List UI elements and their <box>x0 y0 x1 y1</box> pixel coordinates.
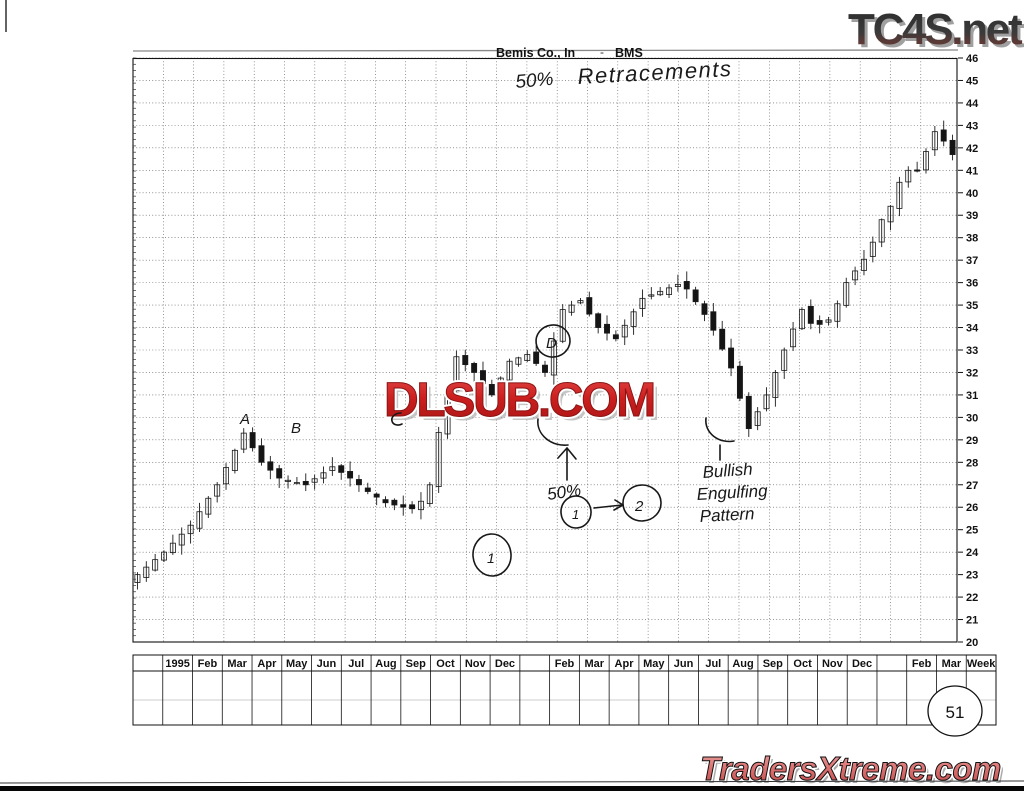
svg-text:Bullish: Bullish <box>702 460 753 482</box>
svg-text:27: 27 <box>966 480 978 492</box>
svg-text:43: 43 <box>966 120 978 132</box>
svg-text:May: May <box>643 658 665 670</box>
svg-text:44: 44 <box>966 98 979 110</box>
svg-text:Dec: Dec <box>852 658 872 670</box>
svg-text:D: D <box>546 335 557 352</box>
svg-text:28: 28 <box>966 457 978 469</box>
svg-text:25: 25 <box>966 525 978 537</box>
svg-text:Jul: Jul <box>705 658 721 670</box>
svg-text:Feb: Feb <box>555 658 575 670</box>
svg-text:A: A <box>239 411 250 428</box>
svg-text:2: 2 <box>634 498 644 515</box>
svg-text:Jun: Jun <box>674 658 694 670</box>
svg-text:Oct: Oct <box>793 658 812 670</box>
svg-text:May: May <box>286 658 308 670</box>
svg-text:Jul: Jul <box>348 658 364 670</box>
svg-text:Mar: Mar <box>942 658 962 670</box>
svg-text:1: 1 <box>487 550 495 566</box>
svg-text:Apr: Apr <box>615 658 635 670</box>
svg-text:DLSUB.COM: DLSUB.COM <box>384 374 654 427</box>
svg-text:21: 21 <box>966 615 978 627</box>
svg-text:24: 24 <box>966 547 979 559</box>
svg-text:38: 38 <box>966 233 978 245</box>
svg-text:29: 29 <box>966 435 978 447</box>
svg-text:Dec: Dec <box>495 658 515 670</box>
svg-text:42: 42 <box>966 143 978 155</box>
svg-text:Bemis Co., In: Bemis Co., In <box>496 46 575 60</box>
svg-text:Pattern: Pattern <box>699 504 755 526</box>
svg-text:B: B <box>291 420 301 437</box>
svg-text:33: 33 <box>966 345 978 357</box>
svg-text:Oct: Oct <box>436 658 455 670</box>
svg-text:Jun: Jun <box>317 658 337 670</box>
svg-text:Mar: Mar <box>584 658 604 670</box>
svg-text:Feb: Feb <box>198 658 218 670</box>
svg-text:35: 35 <box>966 300 978 312</box>
svg-text:26: 26 <box>966 502 978 514</box>
svg-text:39: 39 <box>966 210 978 222</box>
svg-text:41: 41 <box>966 165 978 177</box>
svg-text:46: 46 <box>966 53 978 65</box>
svg-text:Week: Week <box>967 658 996 670</box>
svg-text:30: 30 <box>966 412 978 424</box>
svg-text:Engulfing: Engulfing <box>696 481 768 504</box>
svg-text:22: 22 <box>966 592 978 604</box>
svg-text:Aug: Aug <box>375 658 396 670</box>
svg-text:45: 45 <box>966 75 978 87</box>
svg-text:34: 34 <box>966 323 979 335</box>
svg-text:1: 1 <box>572 507 579 522</box>
svg-text:TC4S.net: TC4S.net <box>848 5 1023 54</box>
svg-text:Sep: Sep <box>763 658 783 670</box>
svg-text:51: 51 <box>946 703 965 722</box>
svg-text:50%: 50% <box>515 69 555 93</box>
svg-text:37: 37 <box>966 255 978 267</box>
svg-text:Aug: Aug <box>732 658 753 670</box>
svg-text:23: 23 <box>966 570 978 582</box>
svg-text:Apr: Apr <box>257 658 277 670</box>
svg-text:36: 36 <box>966 278 978 290</box>
svg-text:32: 32 <box>966 367 978 379</box>
svg-text:40: 40 <box>966 188 978 200</box>
svg-text:20: 20 <box>966 637 978 649</box>
svg-text:-: - <box>600 45 604 59</box>
svg-text:Feb: Feb <box>912 658 932 670</box>
svg-text:Mar: Mar <box>227 658 247 670</box>
svg-text:BMS: BMS <box>615 46 643 60</box>
svg-text:Sep: Sep <box>406 658 426 670</box>
svg-text:31: 31 <box>966 390 978 402</box>
svg-text:1995: 1995 <box>165 658 189 670</box>
svg-text:Nov: Nov <box>465 658 487 670</box>
svg-text:Nov: Nov <box>822 658 844 670</box>
